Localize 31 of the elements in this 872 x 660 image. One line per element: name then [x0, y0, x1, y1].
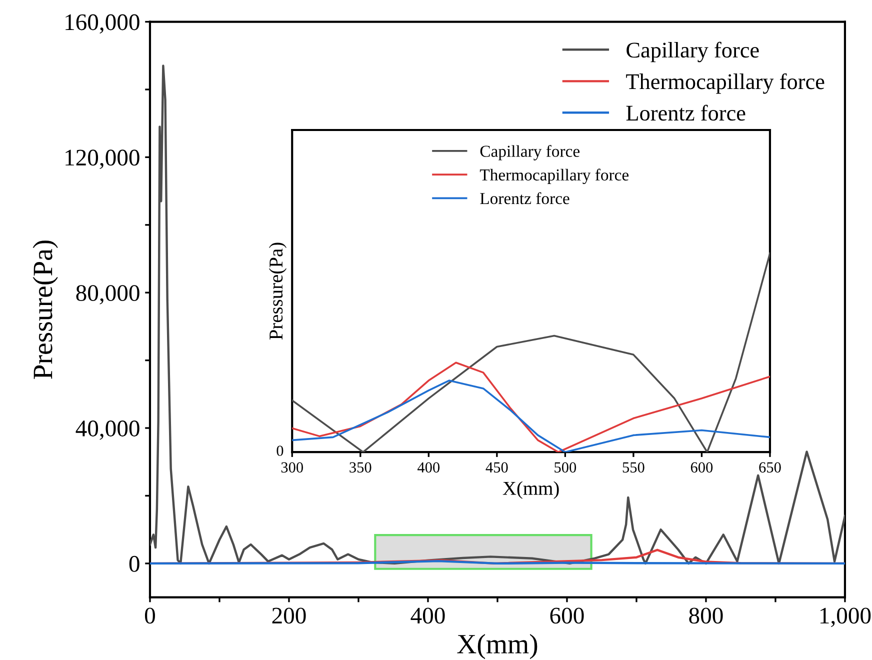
- legend-label: Lorentz force: [480, 192, 570, 204]
- y-axis-title: Pressure(Pa): [32, 240, 58, 379]
- x-tick-label: 600: [690, 462, 713, 473]
- x-tick-label: 400: [417, 462, 440, 473]
- legend-label: Lorentz force: [626, 104, 746, 121]
- x-tick-label: 400: [410, 608, 445, 624]
- x-tick-label: 450: [486, 462, 508, 473]
- y-tick-label: 120,000: [66, 150, 140, 170]
- x-tick-label: 500: [554, 462, 576, 473]
- x-tick-label: 600: [550, 608, 584, 624]
- x-tick-label: 350: [350, 462, 372, 473]
- x-axis-title: X(mm): [457, 634, 538, 660]
- y-axis-title: Pressure(Pa): [268, 242, 287, 340]
- x-tick-label: 650: [759, 462, 781, 473]
- y-tick-label: 160,000: [66, 14, 140, 34]
- legend-label: Thermocapillary force: [480, 168, 629, 184]
- y-tick-label: 0: [129, 556, 140, 572]
- x-tick-label: 0: [144, 608, 155, 624]
- y-tick-label: 40,000: [76, 420, 140, 440]
- legend-label: Thermocapillary force: [626, 73, 824, 94]
- x-tick-label: 800: [689, 608, 723, 624]
- legend-label: Capillary force: [480, 145, 580, 160]
- x-tick-label: 550: [622, 462, 644, 473]
- x-tick-label: 300: [281, 462, 303, 473]
- annotation: 0: [276, 446, 284, 456]
- x-axis-title: X(mm): [502, 481, 559, 499]
- legend-label: Capillary force: [626, 42, 759, 62]
- x-tick-label: 200: [272, 608, 306, 624]
- line-series: [150, 64, 845, 565]
- y-tick-label: 80,000: [76, 285, 140, 304]
- x-tick-label: 1,000: [820, 608, 871, 628]
